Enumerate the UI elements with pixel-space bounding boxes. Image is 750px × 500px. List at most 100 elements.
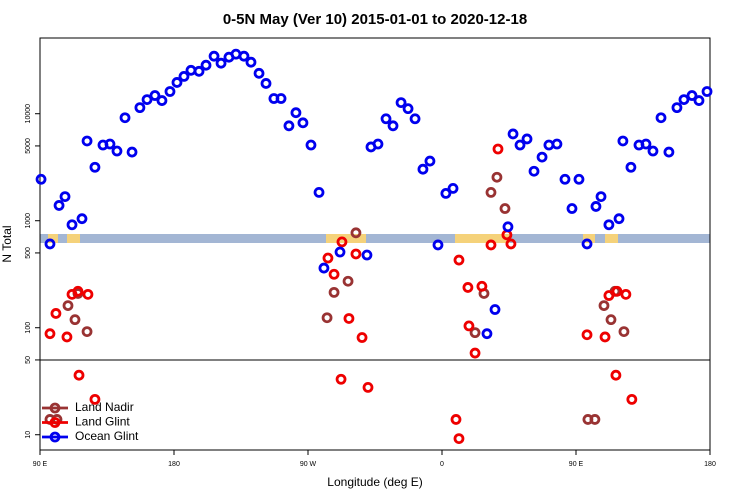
scatter-point bbox=[610, 369, 622, 381]
plot-frame bbox=[39, 37, 711, 451]
scatter-point bbox=[81, 135, 93, 147]
scatter-point bbox=[62, 300, 74, 311]
scatter-point bbox=[620, 288, 632, 300]
y-tick-label: 100 bbox=[25, 322, 32, 334]
scatter-point bbox=[321, 312, 333, 324]
scatter-point bbox=[313, 186, 325, 198]
scatter-point bbox=[693, 95, 705, 106]
scatter-point bbox=[528, 165, 540, 177]
scatter-point bbox=[200, 59, 212, 71]
scatter-point bbox=[178, 71, 190, 82]
scatter-point bbox=[73, 369, 85, 381]
scatter-point bbox=[134, 102, 146, 114]
y-tick-label: 1000 bbox=[25, 213, 32, 229]
y-tick-label: 500 bbox=[25, 247, 32, 259]
scatter-point bbox=[489, 304, 501, 315]
scatter-point bbox=[559, 173, 571, 185]
x-tick-label: 0 bbox=[440, 461, 444, 468]
scatter-point bbox=[432, 239, 444, 251]
scatter-point bbox=[469, 347, 481, 359]
y-tick-label: 5000 bbox=[25, 138, 32, 154]
scatter-point bbox=[551, 138, 563, 150]
scatter-point bbox=[126, 146, 138, 158]
scatter-point bbox=[149, 90, 161, 101]
scatter-point bbox=[372, 138, 384, 150]
scatter-point bbox=[514, 139, 526, 151]
scatter-point bbox=[469, 327, 481, 339]
scatter-point bbox=[453, 254, 465, 266]
scatter-point bbox=[208, 50, 220, 62]
x-tick-label: 180 bbox=[168, 461, 180, 468]
scatter-point bbox=[453, 433, 465, 445]
scatter-point bbox=[647, 145, 659, 157]
scatter-point bbox=[581, 238, 593, 250]
x-axis-label: Longitude (deg E) bbox=[327, 475, 422, 489]
legend-label: Land Nadir bbox=[75, 400, 134, 414]
scatter-point bbox=[336, 236, 348, 248]
scatter-point bbox=[164, 86, 176, 97]
x-tick-label: 90 E bbox=[569, 461, 584, 468]
scatter-point bbox=[350, 248, 362, 260]
scatter-point bbox=[334, 246, 346, 258]
y-tick-label: 10000 bbox=[25, 104, 32, 124]
scatter-point bbox=[603, 219, 615, 231]
x-tick-label: 90 E bbox=[33, 461, 48, 468]
scatter-point bbox=[626, 393, 638, 405]
scatter-point bbox=[72, 285, 84, 297]
scatter-point bbox=[245, 56, 257, 68]
scatter-point bbox=[61, 331, 73, 343]
scatter-point bbox=[253, 67, 265, 79]
scatter-point bbox=[322, 252, 334, 264]
legend-marker bbox=[49, 431, 61, 443]
legend-marker bbox=[49, 417, 61, 428]
scatter-point bbox=[481, 328, 493, 340]
scatter-point bbox=[492, 143, 504, 155]
scatter-point bbox=[104, 138, 116, 150]
scatter-point bbox=[573, 173, 585, 185]
scatter-point bbox=[69, 314, 81, 326]
scatter-point bbox=[283, 120, 295, 132]
scatter-point bbox=[678, 94, 690, 105]
legend-label: Ocean Glint bbox=[75, 429, 139, 443]
scatter-point bbox=[260, 78, 272, 89]
scatter-point bbox=[305, 139, 317, 151]
scatter-point bbox=[141, 94, 153, 105]
scatter-point bbox=[581, 329, 593, 341]
scatter-point bbox=[463, 320, 475, 332]
scatter-point bbox=[655, 112, 667, 124]
scatter-point bbox=[599, 331, 611, 343]
scatter-point bbox=[605, 314, 617, 326]
scatter-point bbox=[402, 103, 414, 115]
scatter-point bbox=[111, 145, 123, 157]
x-tick-label: 90 W bbox=[300, 461, 317, 468]
scatter-point bbox=[215, 57, 227, 69]
scatter-point bbox=[362, 381, 374, 393]
scatter-point bbox=[409, 113, 421, 125]
scatter-point bbox=[440, 188, 452, 199]
scatter-point bbox=[119, 112, 131, 124]
scatter-point bbox=[44, 238, 56, 250]
scatter-point bbox=[450, 414, 462, 425]
scatter-point bbox=[476, 280, 488, 292]
scatter-point bbox=[50, 308, 62, 319]
scatter-point bbox=[356, 332, 368, 343]
scatter-point bbox=[89, 161, 101, 173]
scatter-point bbox=[395, 97, 407, 109]
scatter-point bbox=[590, 201, 602, 212]
scatter-point bbox=[59, 191, 71, 203]
scatter-point bbox=[44, 328, 56, 340]
scatter-point bbox=[686, 90, 698, 101]
land-mask-strip bbox=[40, 234, 710, 243]
scatter-point bbox=[387, 120, 399, 132]
scatter-point bbox=[613, 213, 625, 225]
scatter-point bbox=[640, 138, 652, 150]
scatter-point bbox=[156, 95, 168, 106]
scatter-point bbox=[617, 135, 629, 147]
scatter-point bbox=[343, 313, 355, 324]
scatter-point bbox=[505, 238, 517, 250]
scatter-point bbox=[536, 151, 548, 163]
scatter-point bbox=[417, 163, 429, 175]
scatter-point bbox=[491, 171, 503, 183]
scatter-point bbox=[485, 186, 497, 198]
scatter-point bbox=[53, 200, 65, 211]
